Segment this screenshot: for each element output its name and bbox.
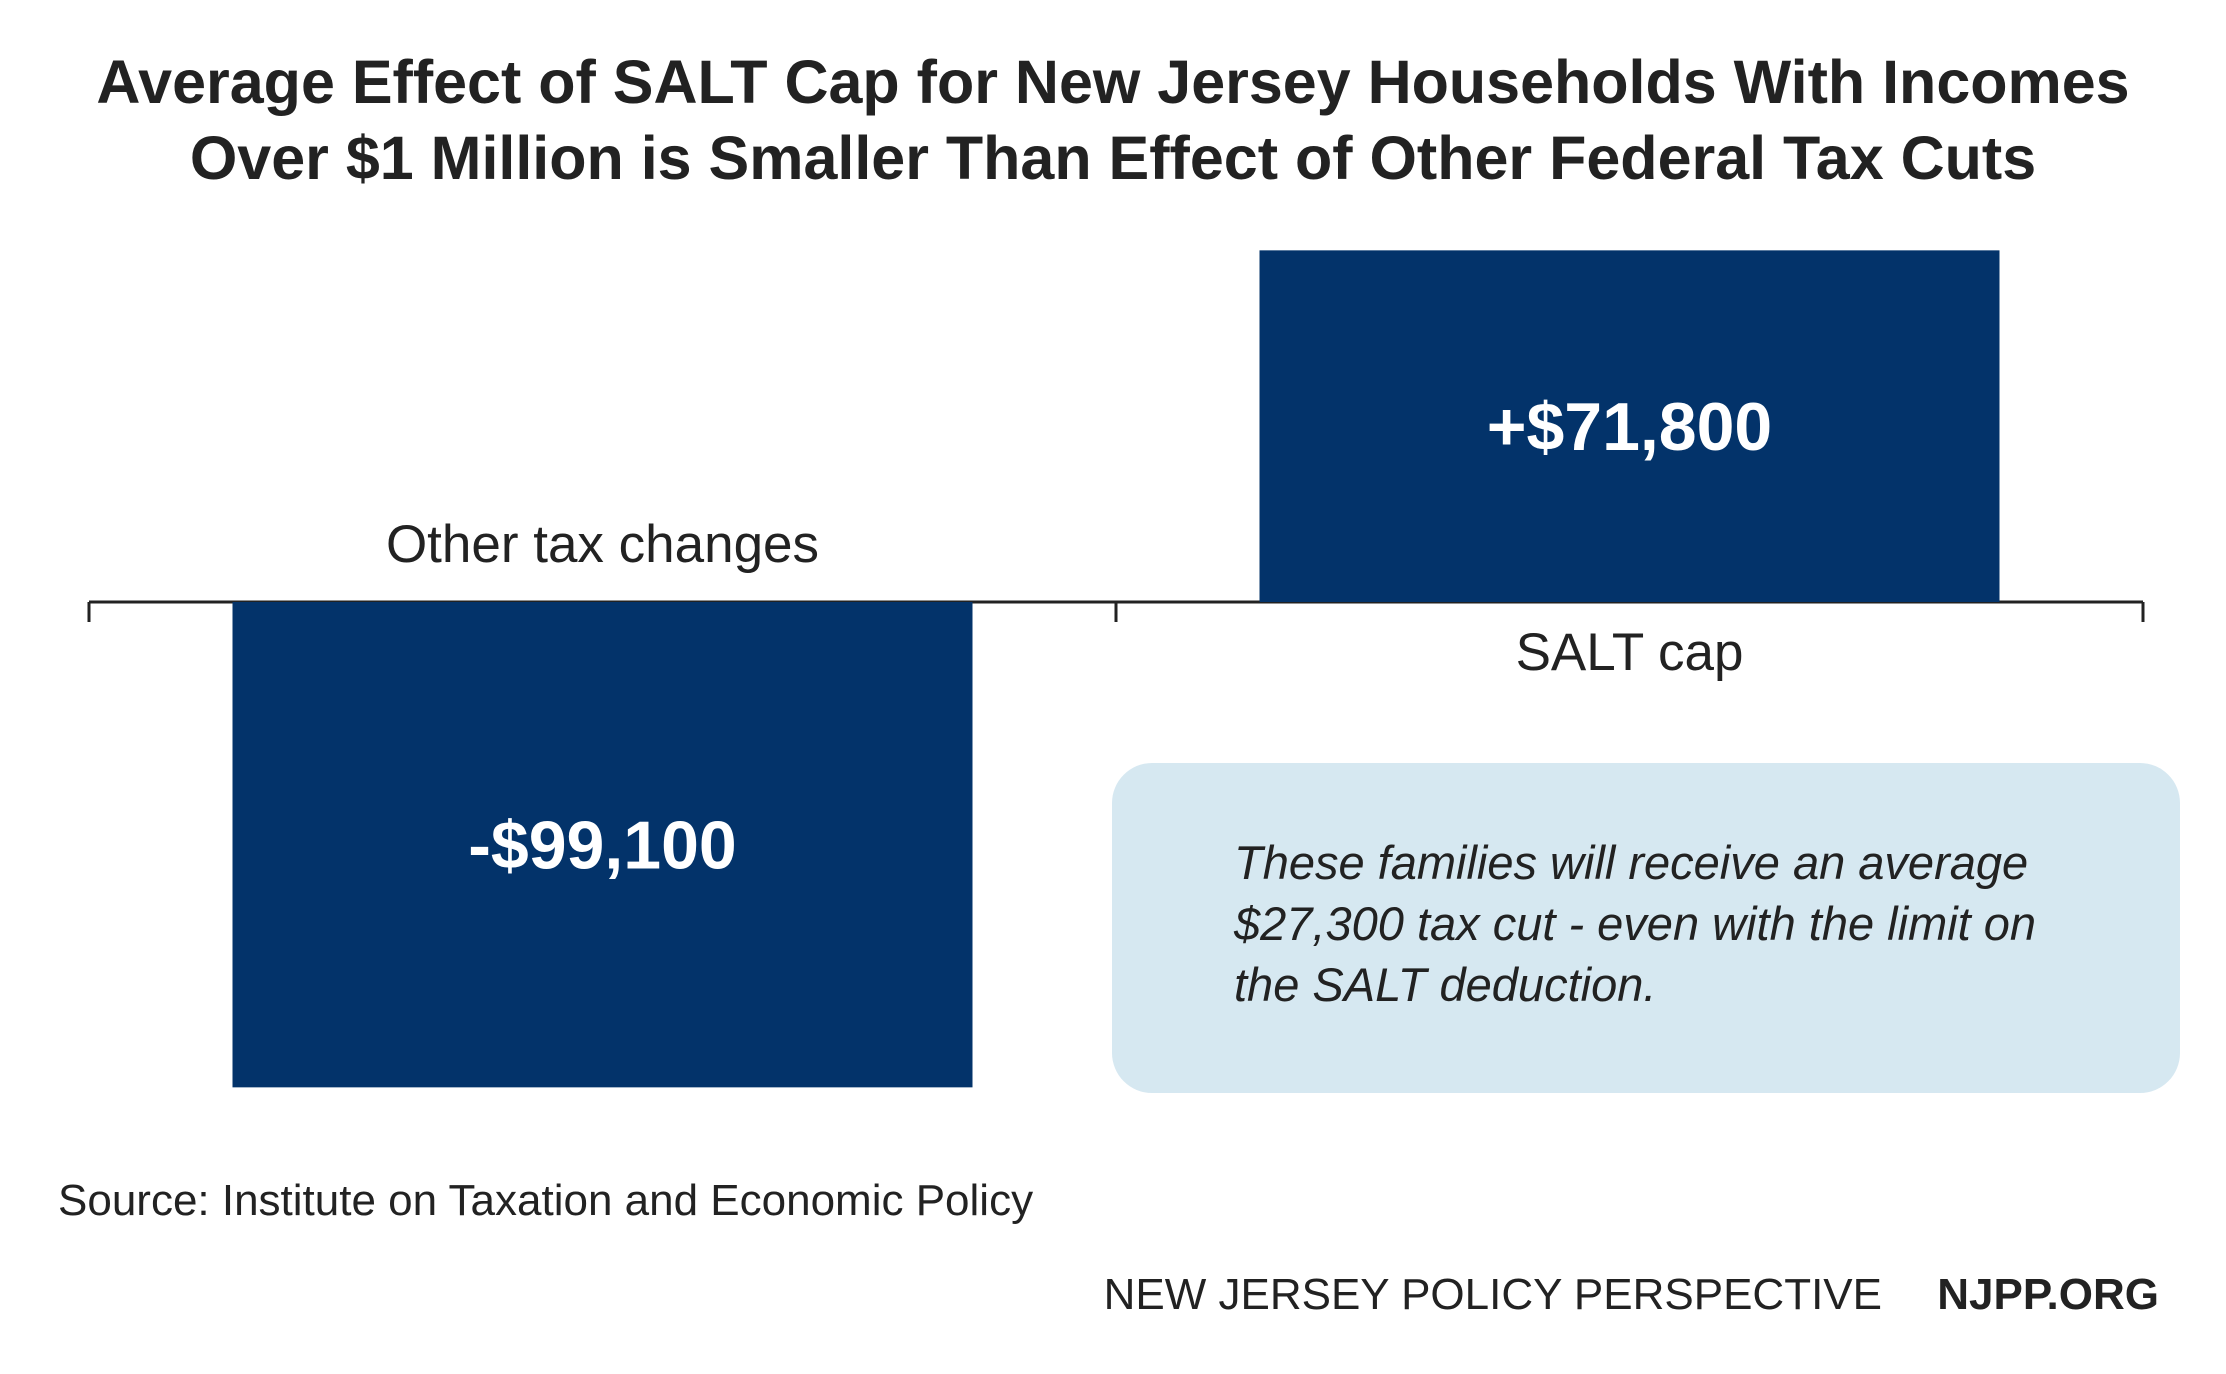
chart-title-line-2: Over $1 Million is Smaller Than Effect o… bbox=[189, 124, 2037, 192]
source-note: Source: Institute on Taxation and Econom… bbox=[58, 1176, 1034, 1225]
chart-title-line-1: Average Effect of SALT Cap for New Jerse… bbox=[96, 48, 2130, 116]
annotation-text: These families will receive an average $… bbox=[1234, 836, 2037, 1011]
bar-data-label: -$99,100 bbox=[468, 808, 736, 884]
category-label: Other tax changes bbox=[386, 515, 819, 574]
chart-title: Average Effect of SALT Cap for New Jerse… bbox=[0, 44, 2226, 196]
bars bbox=[232, 250, 2000, 1088]
bar bbox=[1259, 250, 2000, 603]
bar bbox=[232, 602, 973, 1088]
footer-organization: NEW JERSEY POLICY PERSPECTIVE bbox=[1103, 1270, 1882, 1319]
labels: -$99,100 Other tax changes +$71,800 SALT ca… bbox=[386, 389, 1772, 884]
category-label: SALT cap bbox=[1516, 623, 1744, 682]
footer-website: NJPP.ORG bbox=[1937, 1270, 2159, 1319]
bar-data-label: +$71,800 bbox=[1487, 389, 1773, 465]
annotation-callout: These families will receive an average $… bbox=[1112, 763, 2180, 1093]
